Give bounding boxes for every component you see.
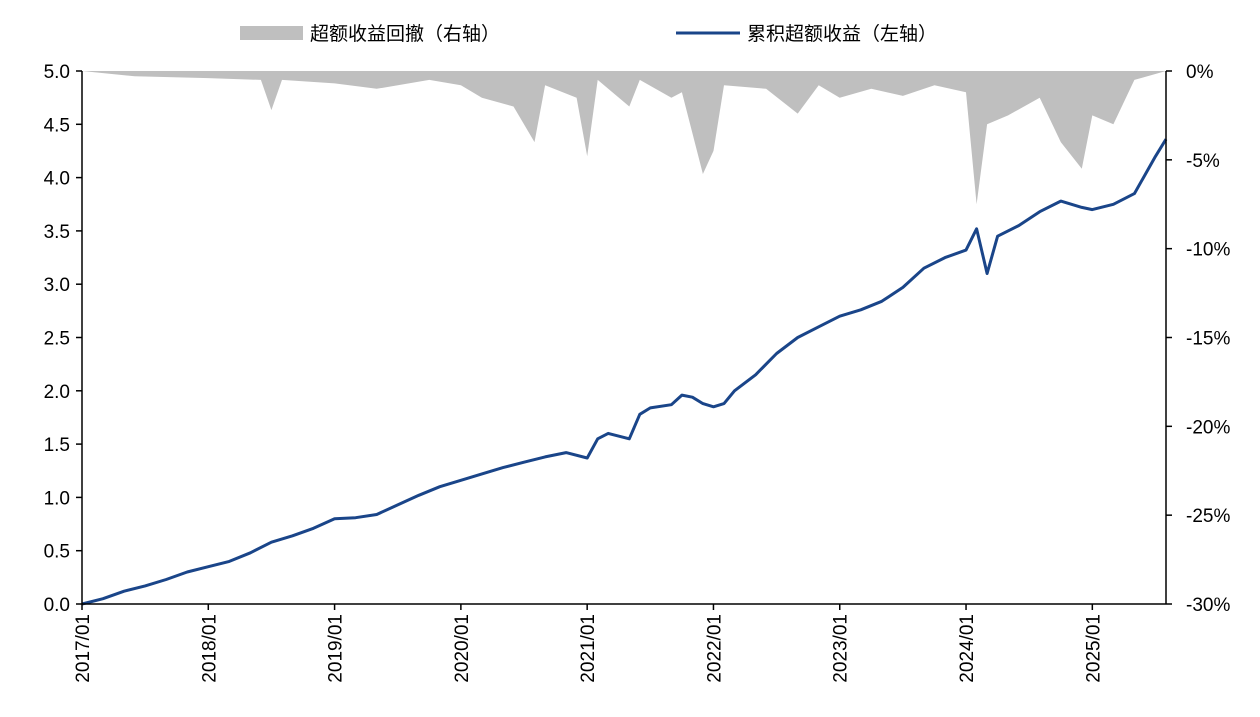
y-right-tick-label: -15% bbox=[1186, 329, 1230, 350]
x-tick-label: 2025/01 bbox=[1083, 614, 1104, 683]
legend: 超额收益回撤（右轴） 累积超额收益（左轴） bbox=[240, 23, 937, 45]
x-tick-label: 2017/01 bbox=[73, 614, 94, 683]
y-right-tick-label: -10% bbox=[1186, 240, 1230, 261]
axes bbox=[81, 71, 1167, 605]
y-left-tick-label: 3.0 bbox=[44, 275, 70, 296]
x-tick-label: 2020/01 bbox=[452, 614, 473, 683]
y-left-tick-label: 2.0 bbox=[44, 382, 70, 403]
x-tick-label: 2019/01 bbox=[326, 614, 347, 683]
x-tick-label: 2024/01 bbox=[957, 614, 978, 683]
x-tick-label: 2018/01 bbox=[199, 614, 220, 683]
y-left-tick-label: 4.5 bbox=[44, 115, 70, 136]
drawdown-area bbox=[82, 71, 1166, 205]
y-left-tick-label: 1.0 bbox=[44, 488, 70, 509]
x-tick-label: 2023/01 bbox=[831, 614, 852, 683]
y-right-tick-label: -5% bbox=[1186, 151, 1220, 172]
y-right-tick-label: 0% bbox=[1186, 62, 1214, 83]
cumulative-line-layer bbox=[81, 138, 1168, 606]
y-left-tick-label: 0.0 bbox=[44, 595, 70, 616]
x-tick-label: 2021/01 bbox=[578, 614, 599, 683]
ticks: 0.0 0.5 1.0 1.5 2.0 2.5 3.0 3.5 4.0 4.5 5.0 0% -5% -1… bbox=[44, 62, 1231, 683]
y-right-tick-label: -30% bbox=[1186, 595, 1230, 616]
drawdown-area-layer bbox=[82, 71, 1166, 205]
y-left-tick-label: 4.0 bbox=[44, 169, 70, 190]
y-left-tick-label: 5.0 bbox=[44, 62, 70, 83]
x-tick-label: 2022/01 bbox=[705, 614, 726, 683]
y-right-tick-label: -25% bbox=[1186, 506, 1230, 527]
legend-cumulative-label: 累积超额收益（左轴） bbox=[747, 23, 937, 45]
y-left-tick-label: 0.5 bbox=[44, 542, 70, 563]
y-left-tick-label: 2.5 bbox=[44, 329, 70, 350]
legend-drawdown-swatch bbox=[240, 26, 303, 40]
y-right-tick-label: -20% bbox=[1186, 417, 1230, 438]
cumulative-line bbox=[81, 138, 1168, 606]
legend-drawdown-label: 超额收益回撤（右轴） bbox=[310, 23, 500, 45]
y-left-tick-label: 3.5 bbox=[44, 222, 70, 243]
y-left-tick-label: 1.5 bbox=[44, 435, 70, 456]
